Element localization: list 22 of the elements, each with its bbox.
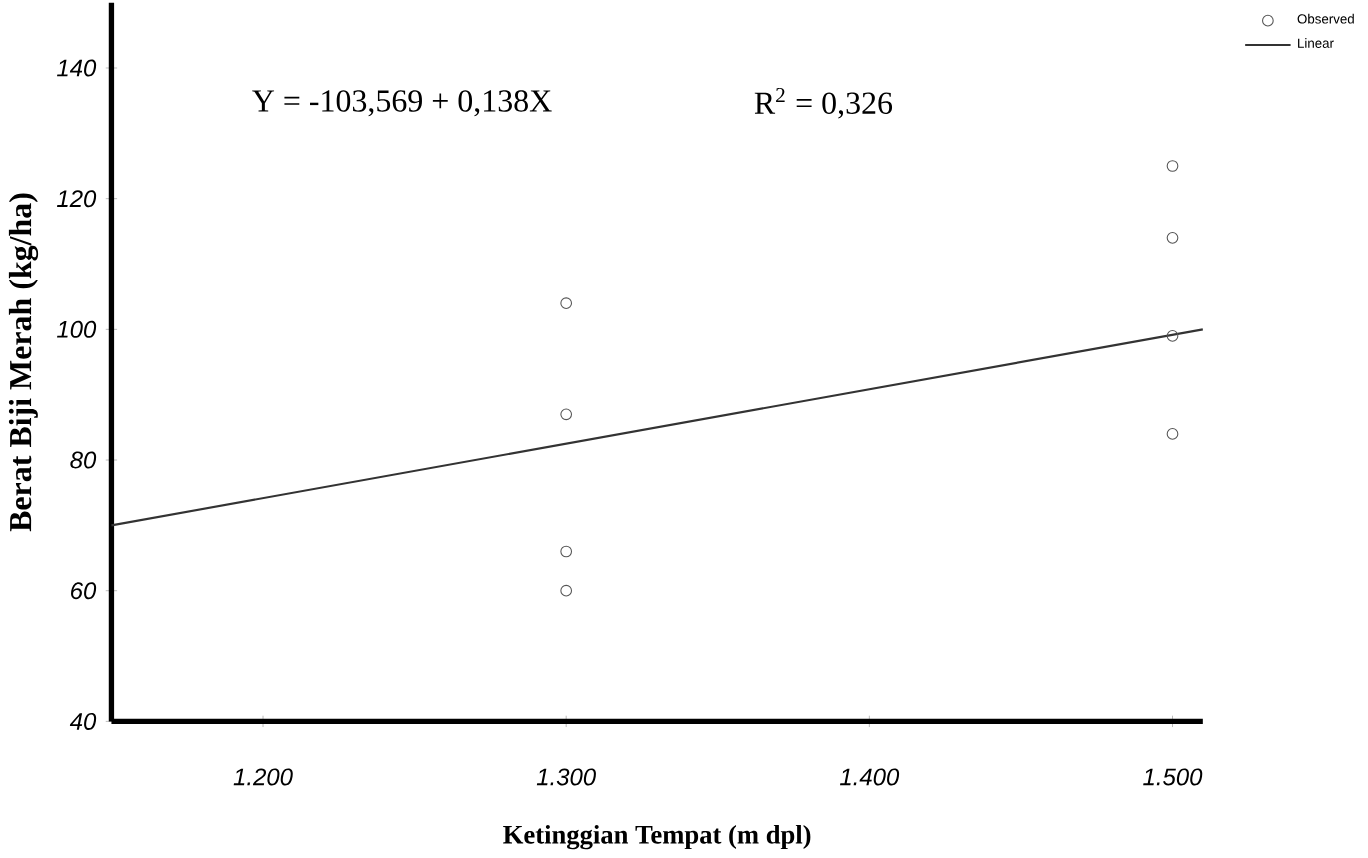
annotation: Y = -103,569 + 0,138X [252, 90, 552, 117]
point [1166, 329, 1179, 342]
annotation: R$^{2}$ = 0,326 [754, 87, 893, 119]
point [1166, 427, 1179, 440]
y-axis-title: Berat Biji Merah (kg/ha) [8, 193, 39, 532]
y-tick-label: 60 [71, 582, 97, 600]
x-tick-label: 1.300 [536, 768, 596, 786]
x-tick-label: 1.500 [1143, 768, 1203, 786]
y-tick-label: 140 [57, 59, 97, 77]
point [1166, 231, 1179, 244]
point [1166, 160, 1179, 172]
point [560, 584, 573, 597]
point [560, 297, 573, 310]
y-tick-label: 100 [57, 320, 97, 338]
x-axis-title: Ketinggian Tempat (m dpl) [503, 824, 811, 850]
point [560, 545, 573, 558]
y-tick-label: 120 [57, 190, 97, 208]
y-tick-label: 80 [70, 451, 97, 469]
x-tick-label: 1.200 [233, 768, 293, 786]
point [560, 408, 573, 421]
x-tick-label: 1.400 [840, 768, 900, 786]
y-tick-label: 40 [69, 712, 97, 730]
